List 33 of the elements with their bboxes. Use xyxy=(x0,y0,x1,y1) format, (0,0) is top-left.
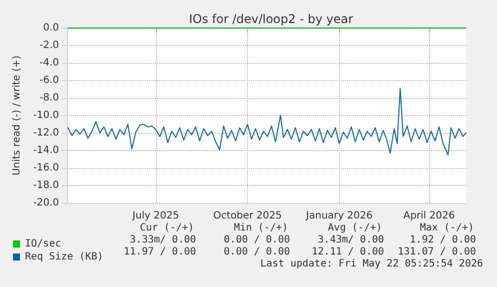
text: 1.92 / 0.00 xyxy=(410,234,476,246)
text: Avg (-/+) xyxy=(328,222,382,234)
text: Last update: Fri May 22 05:25:54 2026 xyxy=(260,258,484,270)
text: 11.97 / 0.00 xyxy=(124,246,196,258)
text: 3.43m/ 0.00 xyxy=(318,234,384,246)
chart-title: IOs for /dev/loop2 - by year xyxy=(188,12,354,26)
x-tick-label: April 2026 xyxy=(403,210,455,222)
y-axis-title: Units read (-) / write (+) xyxy=(12,55,23,176)
y-tick-label: 0.0 xyxy=(43,22,59,34)
text: Min (-/+) xyxy=(234,222,288,234)
legend-label: Req Size (KB) xyxy=(25,252,104,262)
y-tick-label: -20.0 xyxy=(33,198,59,208)
y-tick-label: -2.0 xyxy=(39,40,59,51)
y-tick-label: -12.0 xyxy=(33,128,59,138)
y-tick-label: -8.0 xyxy=(39,92,59,104)
text: 3.33m/ 0.00 xyxy=(130,234,196,246)
text: 0.00 / 0.00 xyxy=(224,234,290,246)
text: Cur (-/+) xyxy=(140,222,194,234)
y-tick-label: -4.0 xyxy=(39,58,59,68)
y-tick-label: -14.0 xyxy=(33,145,59,156)
legend-label: IO/sec xyxy=(25,238,62,250)
text: 12.11 / 0.00 xyxy=(312,246,384,258)
y-tick-label: -18.0 xyxy=(33,180,59,191)
x-tick-label: July 2025 xyxy=(131,210,180,222)
text: Max (-/+) xyxy=(420,222,474,234)
y-tick-label: -16.0 xyxy=(33,162,59,174)
text: 131.07 / 0.00 xyxy=(398,246,476,258)
y-tick-label: -6.0 xyxy=(39,75,59,86)
x-tick-label: January 2026 xyxy=(305,210,373,222)
line-series xyxy=(68,88,466,156)
y-tick-label: -10.0 xyxy=(33,110,59,121)
text: 0.00 / 0.00 xyxy=(224,246,290,258)
x-tick-label: October 2025 xyxy=(213,210,282,222)
